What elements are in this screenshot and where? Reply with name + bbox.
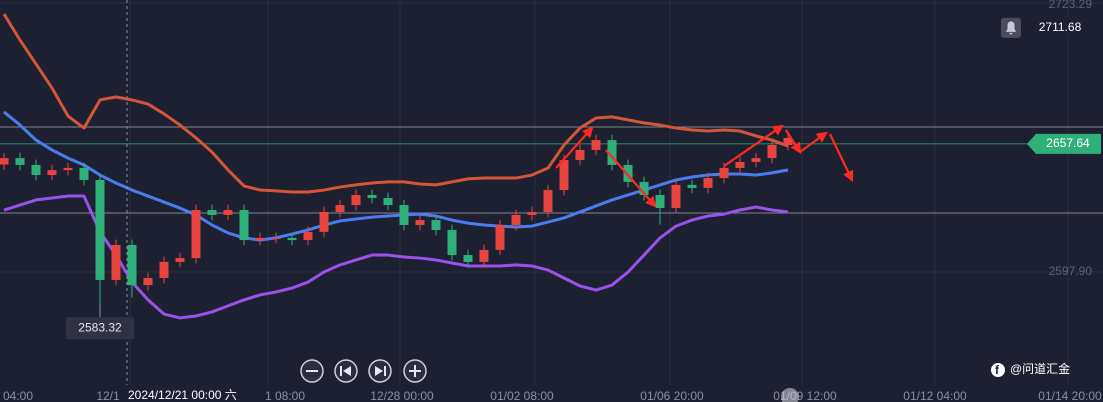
candle-body <box>511 214 521 226</box>
arrow <box>829 133 854 182</box>
x-tick-label: 1 08:00 <box>265 389 305 402</box>
scroll-left-button[interactable] <box>334 359 358 383</box>
candle-body <box>655 194 665 209</box>
arrow <box>723 124 784 167</box>
candle-body <box>271 237 281 239</box>
candle-body <box>639 181 649 195</box>
candle-body <box>127 244 137 286</box>
time-marker <box>781 388 799 402</box>
arrow <box>785 129 802 154</box>
candle-body <box>575 149 585 161</box>
last-price-tag <box>1027 133 1101 154</box>
candle-body <box>543 190 553 212</box>
y-tick-label: 2597.90 <box>1049 264 1093 278</box>
y-tick-label: 2723.29 <box>1049 0 1093 11</box>
candle-body <box>607 140 617 165</box>
candle-body <box>79 167 89 180</box>
x-tick-label: 01/14 20:00 <box>1038 389 1102 402</box>
candle-body <box>95 179 105 280</box>
low-label: 2583.32 <box>78 320 122 334</box>
alert-price-box <box>1023 17 1098 38</box>
candle-body <box>191 210 201 259</box>
zoom-in-button[interactable] <box>403 359 427 383</box>
candle-body <box>415 220 425 226</box>
candle-body <box>0 158 9 165</box>
candle-body <box>303 231 313 241</box>
candle-body <box>111 244 121 280</box>
watermark-icon <box>991 363 1005 377</box>
drawn-arrows <box>555 124 854 208</box>
watermark: f @问道汇金 <box>991 361 1070 377</box>
candle-body <box>255 237 265 241</box>
watermark-text: @问道汇金 <box>1010 361 1070 376</box>
candle-body <box>15 158 25 165</box>
crosshair-label-box <box>124 389 266 402</box>
candle-body <box>463 255 473 262</box>
candle-body <box>591 140 601 150</box>
candle-body <box>623 164 633 182</box>
candle-body <box>207 210 217 215</box>
candle-body <box>671 184 681 209</box>
last-price: 2657.64 <box>1046 136 1090 150</box>
x-tick-label: 12/1 <box>96 389 120 402</box>
scroll-right-button[interactable] <box>368 359 392 383</box>
candle-body <box>527 211 537 215</box>
overlay: 2723.29 2597.90 2583.32 2711.68 2657.64 04:00… <box>3 0 1102 402</box>
candle-body <box>559 160 569 191</box>
candle-body <box>335 205 345 212</box>
band-line <box>3 110 789 242</box>
x-tick-label: 01/06 20:00 <box>640 389 704 402</box>
watermark-icon-letter: f <box>995 363 1000 377</box>
candle-body <box>63 167 73 171</box>
candle-body <box>159 261 169 279</box>
arrow <box>799 131 828 153</box>
candle-body <box>447 229 457 256</box>
candle-body <box>767 145 777 159</box>
arrow <box>555 126 594 169</box>
arrow <box>605 149 657 208</box>
candle-body <box>31 164 41 176</box>
low-label-box <box>66 317 134 340</box>
x-tick-label: 04:00 <box>3 389 33 402</box>
candle-body <box>751 158 761 162</box>
candle-body <box>495 225 505 250</box>
candle-body <box>703 178 713 188</box>
candle-body <box>783 137 793 146</box>
crosshair-label: 2024/12/21 00:00 六 <box>128 388 237 402</box>
candle-body <box>47 170 57 176</box>
plot <box>0 13 1103 320</box>
candle-body <box>287 237 297 241</box>
zoom-out-button[interactable] <box>300 359 324 383</box>
band-line <box>2 13 789 194</box>
candle-body <box>239 210 249 241</box>
candle-body <box>351 194 361 206</box>
alert-price: 2711.68 <box>1039 20 1082 34</box>
candle-body <box>175 258 185 262</box>
nav-buttons <box>300 359 427 383</box>
candle-body <box>223 210 233 215</box>
candle-body <box>479 249 489 262</box>
candle-body <box>143 278 153 286</box>
x-tick-label: 12/28 00:00 <box>370 389 434 402</box>
candle-body <box>367 194 377 198</box>
candle-body <box>431 220 441 230</box>
candle-body <box>735 161 745 168</box>
alert-bell <box>1006 21 1016 35</box>
candle-body <box>719 167 729 179</box>
candle-body <box>319 211 329 232</box>
candle-body <box>383 197 393 206</box>
candle-body <box>399 205 409 226</box>
x-tick-label: 01/12 04:00 <box>903 389 967 402</box>
x-tick-label: 01/02 08:00 <box>490 389 554 402</box>
candle-body <box>687 184 697 188</box>
